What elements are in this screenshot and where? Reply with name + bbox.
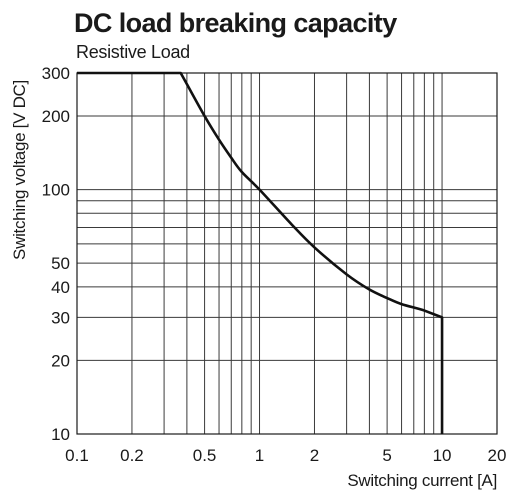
chart-title: DC load breaking capacity	[74, 8, 397, 38]
series-line	[77, 71, 444, 434]
y-tick-label: 300	[42, 64, 70, 83]
y-tick-labels: 10 20 30 40 50 100 200 300	[42, 64, 70, 444]
y-axis-label: Switching voltage [V DC]	[10, 80, 29, 260]
x-tick-label: 0.5	[193, 446, 217, 465]
x-tick-label: 0.2	[120, 446, 144, 465]
y-tick-label: 200	[42, 107, 70, 126]
x-tick-label: 1	[255, 446, 264, 465]
grid-lines	[76, 72, 497, 435]
x-tick-labels: 0.1 0.2 0.5 1 2 5 10 20	[65, 446, 506, 465]
x-tick-label: 10	[433, 446, 452, 465]
y-tick-label: 100	[42, 181, 70, 200]
y-tick-label: 10	[51, 425, 70, 444]
y-tick-label: 50	[51, 254, 70, 273]
y-tick-label: 30	[51, 308, 70, 327]
x-axis-label: Switching current [A]	[347, 471, 497, 490]
x-tick-label: 0.1	[65, 446, 89, 465]
y-tick-label: 40	[51, 278, 70, 297]
plot-frame	[76, 72, 498, 435]
x-tick-label: 5	[382, 446, 391, 465]
x-tick-label: 20	[488, 446, 507, 465]
chart-subtitle: Resistive Load	[76, 42, 190, 62]
y-tick-label: 20	[51, 351, 70, 370]
x-tick-label: 2	[310, 446, 319, 465]
plot-border	[76, 72, 498, 435]
data-series	[77, 71, 444, 434]
